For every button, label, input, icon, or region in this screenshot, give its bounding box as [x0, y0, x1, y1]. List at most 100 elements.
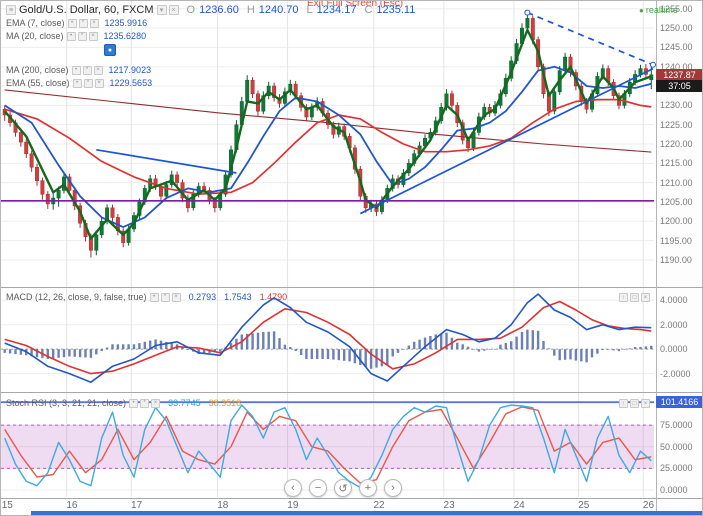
study-value: 1235.6280 [103, 31, 147, 41]
high-value: 1240.70 [258, 4, 299, 16]
last-price-badge: 1237.87 [656, 68, 702, 81]
close-icon[interactable]: × [641, 293, 650, 302]
macd-signal-value: 1.4790 [259, 292, 288, 302]
eye-icon[interactable]: • [129, 398, 139, 408]
price-tick-label: 1195.00 [660, 235, 692, 246]
eye-icon[interactable]: • [66, 31, 76, 41]
pan-left-button[interactable]: ‹ [284, 479, 302, 497]
macd-signal-line [4, 300, 652, 375]
macd-line-value: 1.7543 [224, 292, 252, 302]
settings-icon[interactable]: * [83, 78, 93, 88]
study-value: 1235.9916 [104, 18, 148, 28]
chart-nav-controls: ‹ − ↺ + › [284, 479, 402, 497]
study-row-ma200: MA (200, close) • * × 1217.9023 [6, 65, 151, 75]
close-icon[interactable]: × [151, 398, 161, 408]
exit-fullscreen-hint[interactable]: Exit Full Screen (Esc) [307, 0, 404, 9]
settings-icon[interactable]: * [77, 31, 87, 41]
eye-icon[interactable]: • [67, 18, 77, 28]
stoch-panel-controls: ↑ □ × [619, 399, 650, 408]
zoom-out-button[interactable]: − [309, 479, 327, 497]
dropdown-icon[interactable]: ▾ [156, 5, 167, 15]
time-axis-label: 24 [513, 500, 525, 511]
trendline-support [359, 67, 654, 215]
price-tick-label: 1225.00 [660, 119, 693, 130]
study-label: EMA (55, close) [6, 78, 70, 88]
close-icon[interactable]: × [94, 78, 104, 88]
macd-line [4, 293, 652, 383]
realtime-dot-icon: ● [639, 6, 644, 15]
macd-label: MACD (12, 26, close, 9, false, true) [6, 292, 147, 302]
close-icon[interactable]: × [171, 292, 181, 302]
settings-icon[interactable]: * [140, 398, 150, 408]
study-visibility-toggle[interactable]: ● [104, 44, 116, 56]
settings-icon[interactable]: * [78, 18, 88, 28]
close-value: 1235.11 [376, 4, 416, 16]
zoom-in-button[interactable]: + [359, 479, 377, 497]
close-label: C [364, 4, 373, 16]
reset-view-button[interactable]: ↺ [334, 479, 352, 497]
close-icon[interactable]: × [93, 65, 103, 75]
stoch-k-value: 33.7745 [168, 398, 201, 408]
study-row-ema7: EMA (7, close) • * × 1235.9916 [6, 18, 147, 28]
stoch-tick-label: 75.0000 [660, 420, 693, 431]
ma20-line [4, 65, 652, 228]
stoch-d-line [4, 406, 652, 484]
macd-tick-label: 2.0000 [660, 319, 688, 330]
bar-countdown-badge: 37:05 [656, 79, 702, 92]
price-tick-label: 1210.00 [660, 177, 693, 188]
study-value: 1217.9023 [108, 65, 152, 75]
menu-icon[interactable]: ≡ [6, 5, 16, 15]
macd-panel-controls: ↑ □ × [619, 293, 650, 302]
trendline-minor [96, 148, 237, 174]
move-up-icon[interactable]: ↑ [619, 399, 628, 408]
study-row-ma20: MA (20, close) • * × 1235.6280 [6, 31, 146, 41]
close-icon[interactable]: × [641, 399, 650, 408]
settings-icon[interactable]: * [160, 292, 170, 302]
open-label: O [186, 4, 196, 16]
eye-icon[interactable]: • [149, 292, 159, 302]
price-tick-label: 1245.00 [660, 42, 693, 53]
high-label: H [246, 4, 255, 16]
close-icon[interactable]: × [89, 18, 99, 28]
symbol-header: ≡ Gold/U.S. Dollar, 60, FXCM ▾ × O 1236.60… [6, 4, 415, 16]
price-tick-label: 1205.00 [660, 196, 693, 207]
settings-icon[interactable]: * [82, 65, 92, 75]
horizontal-scrollbar[interactable] [31, 511, 702, 515]
study-label: MA (200, close) [6, 65, 69, 75]
time-axis-label: 16 [66, 500, 78, 511]
stoch-level-badge: 101.4166 [656, 396, 702, 409]
pan-right-button[interactable]: › [384, 479, 402, 497]
low-value: 1234.17 [316, 4, 357, 16]
stoch-label: Stoch RSI (3, 3, 21, 21, close) [6, 398, 127, 408]
trendline-resistance-dashed [527, 11, 654, 66]
macd-tick-label: 0.0000 [660, 344, 688, 355]
stoch-tick-label: 25.0000 [660, 463, 693, 474]
close-icon[interactable]: × [168, 5, 179, 15]
time-axis-label: 23 [443, 500, 455, 511]
close-icon[interactable]: × [88, 31, 98, 41]
study-row-ema55: EMA (55, close) • * × 1229.5653 [6, 78, 152, 88]
open-value: 1236.60 [199, 4, 239, 16]
time-axis-label: 15 [1, 500, 13, 511]
macd-tick-label: -2.0000 [660, 368, 691, 379]
eye-icon[interactable]: • [72, 78, 82, 88]
price-tick-label: 1190.00 [660, 254, 692, 265]
maximize-icon[interactable]: □ [630, 293, 639, 302]
move-up-icon[interactable]: ↑ [619, 293, 628, 302]
price-tick-label: 1240.00 [660, 61, 693, 72]
ema7-line [3, 28, 652, 240]
price-tick-label: 1200.00 [660, 216, 693, 227]
eye-icon[interactable]: • [71, 65, 81, 75]
maximize-icon[interactable]: □ [630, 399, 639, 408]
price-tick-label: 1220.00 [660, 139, 693, 149]
time-axis-label: 17 [131, 500, 143, 511]
study-value: 1229.5653 [109, 78, 153, 88]
low-label: L [306, 4, 313, 16]
macd-legend: MACD (12, 26, close, 9, false, true) • * ×… [6, 292, 287, 302]
symbol-title[interactable]: Gold/U.S. Dollar, 60, FXCM [19, 4, 154, 16]
price-tick-label: 1255.00 [660, 3, 693, 14]
study-label: EMA (7, close) [6, 18, 65, 28]
time-axis-label: 26 [642, 500, 655, 511]
